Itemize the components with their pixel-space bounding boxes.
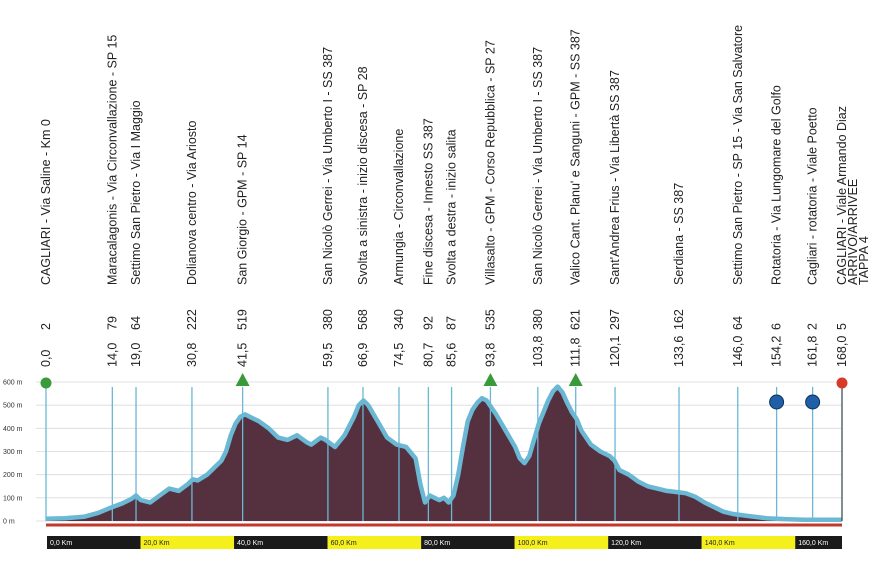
km-bar-segment [327,536,422,549]
y-axis: 0 m 100 m 200 m 300 m 400 m 500 m 600 m [3,380,23,526]
km-tick-label: 60,0 Km [331,540,357,547]
waypoint-name: CAGLIARI - Via Saline - Km 0 [39,119,53,285]
elevation-outline [45,384,842,523]
waypoint-altitude: 2 [39,323,53,330]
waypoint-name: Sant'Andrea Frius - Via Libertà SS 387 [608,70,622,285]
waypoint-name: Svolta a destra - inizio salita [445,129,459,285]
y-tick-label: 100 m [3,495,23,502]
km-bar-segment [795,536,842,549]
waypoint-km: 120,1 [608,336,622,367]
waypoint-km: 41,5 [236,343,250,367]
gpm-triangle-icon [235,373,250,386]
waypoint-altitude: 79 [105,316,119,330]
waypoint-altitude: 6 [770,323,784,330]
km-tick-label: 80,0 Km [424,540,450,547]
waypoint-altitude: 5 [835,323,849,330]
sprint-dot-icon [805,394,821,410]
waypoint-name: Maracalagonis - Via Circonvallazione - S… [105,35,119,285]
y-tick-label: 200 m [3,472,23,479]
km-bar: 0,0 Km 20,0 Km 40,0 Km 60,0 Km 80,0 Km 100,0 … [47,536,842,549]
start-dot-icon [40,377,52,389]
profile-area [45,384,842,527]
waypoint-altitude: 380 [531,309,545,330]
waypoint-km: 30,8 [185,343,199,367]
y-tick-label: 300 m [3,449,23,456]
waypoint-km: 161,8 [806,336,820,367]
waypoint-name: Settimo San Pietro - SP 15 - Via San Sal… [731,25,745,285]
waypoint-km: 133,6 [672,336,686,367]
waypoint-name: Svolta a sinistra - inizio discesa - SP … [356,66,370,285]
finish-label-line2: ARRIVO/ARRIVEE [846,179,860,285]
km-bar-segment [47,536,141,549]
waypoint-km: 0,0 [39,350,53,367]
waypoint-km: 80,7 [421,343,435,367]
waypoint-name: San Giorgio - GPM - SP 14 [236,134,250,285]
finish-dot-icon [836,377,848,389]
waypoint-name: Settimo San Pietro - Via I Maggio [129,100,143,285]
waypoint-altitude: 87 [445,316,459,330]
waypoint-altitude: 297 [608,309,622,330]
y-tick-label: 500 m [3,403,23,410]
waypoint-altitude: 340 [392,309,406,330]
waypoint-name: Valico Cant. Planu' e Sanguni - GPM - SS… [569,29,583,285]
waypoint-name: San Nicolò Gerrei - Via Umberto I - SS 3… [531,47,545,285]
km-tick-label: 20,0 Km [144,540,170,547]
waypoint-km: 168,0 [835,336,849,367]
km-tick-label: 100,0 Km [518,540,548,547]
gpm-triangle-icon [568,373,583,386]
km-bar-segment [608,536,702,549]
waypoint-km: 111,8 [569,338,583,367]
finish-label-line3: TAPPA 4 [857,236,871,285]
waypoint-km: 103,8 [531,336,545,367]
waypoint-km: 93,8 [483,343,497,367]
waypoint-name: Dolianova centro - Via Ariosto [185,121,199,285]
km-tick-label: 160,0 Km [798,540,828,547]
waypoint-name: Rotatoria - Via Lungomare del Golfo [770,85,784,285]
km-bar-segment [234,536,328,549]
waypoint-altitude: 519 [236,309,250,330]
y-tick-label: 600 m [3,380,23,387]
waypoint-name: Armungia - Circonvallazione [392,129,406,285]
elevation-area [46,386,842,521]
waypoint-name: Fine discesa - Innesto SS 387 [421,118,435,285]
waypoint-altitude: 380 [321,309,335,330]
km-tick-label: 140,0 Km [705,540,735,547]
waypoint-km: 154,2 [770,336,784,367]
waypoint-name: Serdiana - SS 387 [672,183,686,285]
waypoint-altitude: 64 [731,316,745,330]
km-bar-segment [514,536,609,549]
waypoint-km: 146,0 [731,336,745,367]
waypoint-altitude: 64 [129,316,143,330]
waypoint-km: 74,5 [392,343,406,367]
waypoint-labels: 0,0 2 CAGLIARI - Via Saline - Km 0 14,0 79 Ma… [39,25,871,367]
waypoint-name: CAGLIARI - Viale Armando Diaz [835,106,849,285]
y-tick-label: 400 m [3,426,23,433]
waypoint-altitude: 92 [421,316,435,330]
km-bar-segment [701,536,796,549]
sprint-dot-icon [769,394,785,410]
y-tick-label: 0 m [3,519,15,526]
waypoint-altitude: 2 [806,323,820,330]
waypoint-km: 19,0 [129,343,143,367]
km-tick-label: 120,0 Km [611,540,641,547]
waypoint-altitude: 535 [483,309,497,330]
waypoint-km: 66,9 [356,343,370,367]
waypoint-altitude: 621 [569,309,583,330]
waypoint-name: San Nicolò Gerrei - Via Umberto I - SS 3… [321,47,335,285]
km-tick-label: 40,0 Km [237,540,263,547]
waypoint-km: 59,5 [321,343,335,367]
waypoint-altitude: 162 [672,309,686,330]
km-tick-label: 0,0 Km [50,540,72,547]
km-bar-segment [421,536,515,549]
gpm-triangle-icon [483,373,498,386]
waypoint-km: 14,0 [105,343,119,367]
km-bar-segment [140,536,235,549]
markers [40,373,848,521]
waypoint-name: Villasalto - GPM - Corso Repubblica - SP… [483,40,497,285]
waypoint-altitude: 568 [356,309,370,330]
waypoint-altitude: 222 [185,309,199,330]
waypoint-name: Cagliari - rotatoria - Viale Poetto [806,107,820,285]
waypoint-km: 85,6 [445,343,459,367]
